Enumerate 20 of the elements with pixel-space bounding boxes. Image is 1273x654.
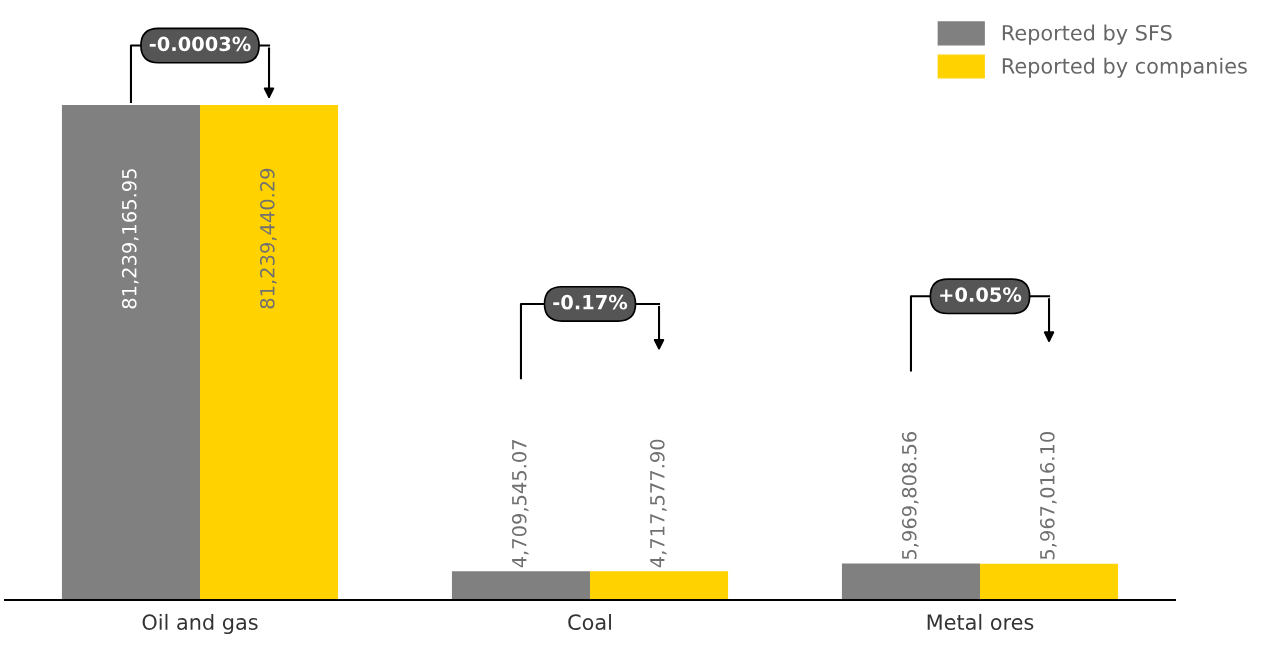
annotation: +0.05%: [940, 287, 1022, 302]
bar: [61, 104, 200, 600]
data-label: 4,717,577.90: [649, 439, 667, 568]
legend-label: Reported by companies: [1002, 57, 1247, 78]
bar: [590, 571, 729, 600]
x-tick-label: Coal: [568, 613, 611, 631]
data-label: 5,967,016.10: [1039, 432, 1057, 560]
data-label: 5,969,808.56: [901, 431, 919, 560]
bar: [841, 563, 980, 600]
text: -0.0003%: [149, 36, 251, 52]
bar: [200, 104, 339, 600]
annotation: -0.17%: [553, 294, 628, 310]
bar: [980, 563, 1119, 600]
x-tick-label: Metal ores: [927, 613, 1034, 631]
x-tick-label: Oil and gas: [142, 613, 258, 635]
legend-label: Reported by SFS: [1002, 24, 1172, 45]
data-label: 81,239,165.95: [121, 169, 139, 309]
bar: [451, 571, 590, 600]
data-label: 4,709,545.07: [511, 440, 529, 568]
data-label: 81,239,440.29: [259, 168, 277, 309]
